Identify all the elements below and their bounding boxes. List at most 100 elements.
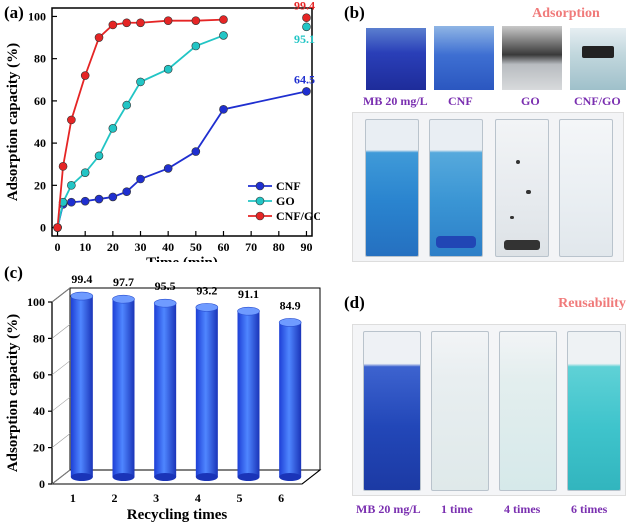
bar-top-6 — [278, 318, 302, 327]
axis-edge — [301, 469, 321, 485]
data-label-6: 84.9 — [280, 298, 301, 312]
series-line-cnfgo — [56, 18, 224, 228]
point-cnfgo — [67, 115, 76, 125]
panel-a-line-chart: (a) 0 20 40 60 80 100 0 10 20 30 40 50 60 70 80 90 Time … — [4, 0, 320, 262]
point-cnf — [219, 105, 228, 114]
data-label-5: 91.1 — [238, 287, 259, 301]
photo-go-bottle — [502, 26, 562, 90]
x-tick-label: 5 — [237, 491, 243, 505]
reuse-caption-6: 6 times — [571, 502, 608, 516]
point-go — [94, 151, 104, 161]
x-tick-label: 4 — [195, 491, 201, 505]
y-tick-label: 60 — [33, 368, 45, 382]
point-cnfgo — [163, 16, 173, 25]
reuse-cuvette-mb — [363, 331, 421, 491]
point-cnf — [80, 196, 90, 206]
bar-base-6 — [279, 473, 302, 481]
point-cnfgo — [80, 71, 90, 80]
caption-go: GO — [521, 94, 540, 108]
end-label-go: 95.1 — [294, 32, 315, 46]
photo-cnfgo-bottle — [570, 28, 626, 90]
reuse-caption-4: 4 times — [504, 502, 541, 516]
y-tick-label: 80 — [33, 331, 45, 345]
bar-base-5 — [237, 473, 260, 481]
bar-top-2 — [112, 294, 135, 304]
bar-body-4 — [195, 307, 218, 477]
cuvette-cnf — [429, 119, 483, 257]
x-tick-label: 30 — [135, 240, 147, 254]
point-go — [163, 64, 173, 74]
bar-body-6 — [279, 322, 302, 477]
line-chart-plot: 0 20 40 60 80 100 0 10 20 30 40 50 60 70 80 90 Time (min… — [5, 0, 320, 262]
x-tick-label: 50 — [190, 240, 202, 254]
cuvette-mb — [365, 119, 419, 257]
bar-top-1 — [70, 291, 94, 301]
bar-body-3 — [154, 303, 177, 477]
bar-chart-plot: 0 20 40 60 80 100 99.4 1 97.7 2 95.5 3 93.2 4 91.1 5 84.… — [5, 272, 322, 523]
x-tick-label: 6 — [278, 491, 284, 505]
point-cnfgo — [94, 33, 104, 42]
point-go — [136, 77, 145, 87]
y-tick-label: 40 — [34, 136, 46, 150]
photo-reuse-cuvettes — [352, 324, 626, 496]
x-tick-label: 80 — [273, 240, 285, 254]
reusability-title: Reusability — [558, 296, 626, 311]
y-tick-label: 0 — [40, 221, 46, 235]
point-cnfgo — [53, 223, 62, 232]
bar-base-1 — [70, 473, 93, 481]
x-axis-label: Recycling times — [127, 507, 228, 523]
y-gridline-side — [51, 287, 71, 303]
x-tick-label: 70 — [245, 240, 257, 254]
x-tick-label: 90 — [300, 240, 312, 254]
point-cnf — [302, 87, 311, 96]
y-tick-label: 80 — [34, 52, 46, 66]
reuse-cuvette-4 — [499, 331, 557, 491]
reuse-cuvette-6 — [567, 331, 621, 491]
end-label-cnfgo: 99.4 — [294, 0, 315, 13]
y-tick-label: 100 — [27, 295, 45, 309]
legend-marker — [255, 181, 265, 191]
x-tick-label: 3 — [153, 491, 159, 505]
bar-base-2 — [112, 473, 135, 481]
legend-label: GO — [276, 194, 295, 208]
x-tick-label: 40 — [162, 240, 174, 254]
point-cnf — [191, 147, 201, 156]
panel-d-photos: (d) Reusability MB 20 mg/L 1 time 4 time… — [338, 290, 627, 524]
legend-marker — [255, 211, 265, 221]
end-label-cnf: 64.5 — [294, 72, 315, 86]
y-tick-label: 40 — [33, 404, 45, 418]
point-go — [302, 22, 311, 32]
panel-c-bar-chart: (c) 0 20 40 60 80 100 99.4 1 97.7 2 95.5 3 93.2 4 91.1… — [4, 263, 322, 523]
y-tick-label: 0 — [39, 477, 45, 491]
bar-body-1 — [70, 296, 93, 477]
point-cnfgo — [136, 18, 145, 28]
photo-cuvettes — [352, 112, 624, 262]
point-cnf — [67, 197, 76, 207]
x-tick-label: 10 — [79, 240, 91, 254]
photo-cnf-bottle — [434, 26, 494, 90]
bar-top-4 — [195, 303, 219, 312]
x-tick-label: 60 — [217, 240, 229, 254]
y-gridline-side — [51, 360, 71, 376]
panel-c-label: (c) — [4, 263, 23, 282]
point-go — [191, 41, 201, 51]
y-tick-label: 20 — [34, 178, 46, 192]
data-label-1: 99.4 — [71, 272, 92, 286]
caption-mb: MB 20 mg/L — [363, 94, 428, 108]
panel-d-label: (d) — [344, 293, 365, 312]
point-go — [108, 124, 118, 133]
point-go — [219, 31, 228, 40]
y-tick-label: 60 — [34, 94, 46, 108]
cuvette-cnfgo — [559, 119, 613, 257]
reuse-caption-mb: MB 20 mg/L — [356, 502, 421, 516]
bar-base-4 — [195, 473, 218, 481]
caption-cnfgo: CNF/GO — [574, 94, 621, 108]
reuse-caption-1: 1 time — [441, 502, 473, 516]
caption-cnf: CNF — [448, 94, 473, 108]
point-cnfgo — [58, 162, 68, 171]
data-label-4: 93.2 — [196, 283, 217, 297]
data-label-3: 95.5 — [155, 279, 176, 293]
legend-marker — [255, 196, 265, 206]
point-cnfgo — [302, 13, 311, 23]
y-gridline-side — [51, 396, 71, 412]
